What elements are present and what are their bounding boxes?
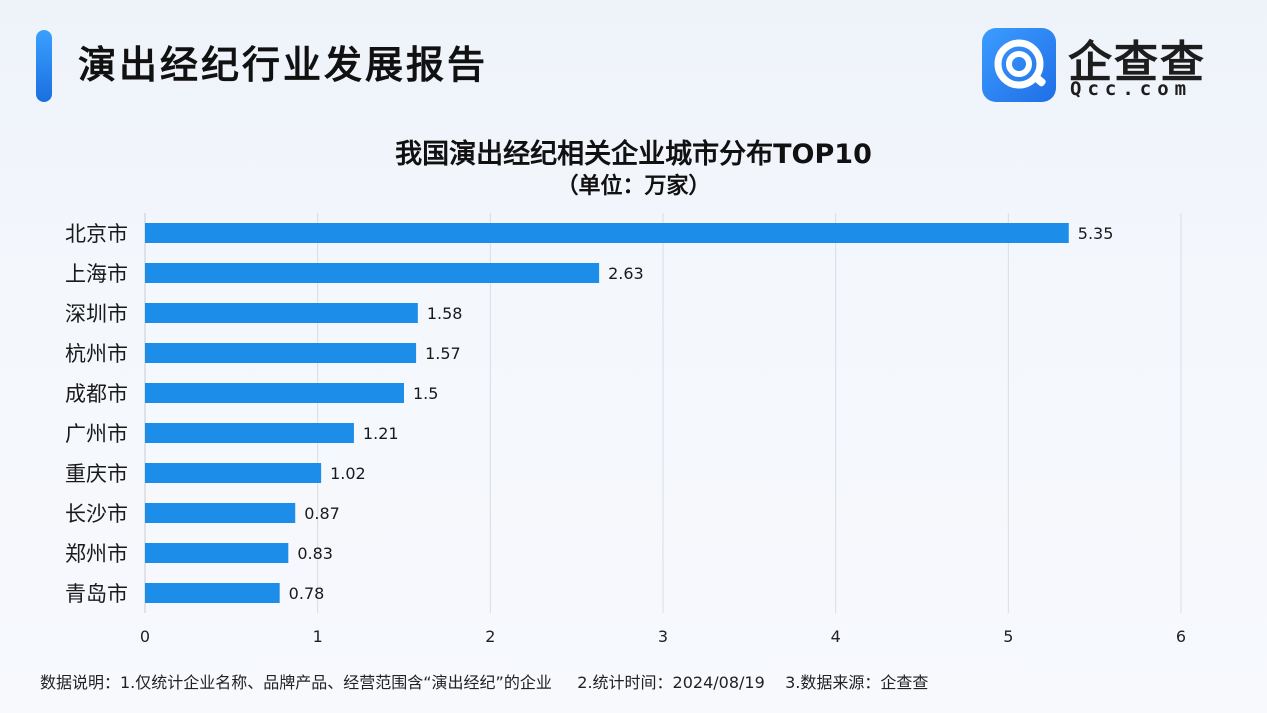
title-accent-bar	[36, 30, 52, 102]
logo-name: 企查查	[1068, 37, 1206, 88]
report-title: 演出经纪行业发展报告	[78, 43, 489, 87]
x-tick-label: 4	[831, 627, 841, 646]
value-label: 0.83	[297, 544, 333, 563]
category-label: 郑州市	[65, 542, 128, 566]
category-label: 杭州市	[65, 342, 128, 366]
bar	[145, 223, 1069, 243]
value-label: 0.78	[289, 584, 325, 603]
bar	[145, 423, 354, 443]
value-label: 1.5	[413, 384, 438, 403]
value-label: 0.87	[304, 504, 340, 523]
qcc-logo: 企查查 Qcc.com	[982, 28, 1242, 104]
value-label: 2.63	[608, 264, 644, 283]
category-label: 长沙市	[65, 502, 128, 526]
chart-title: 我国演出经纪相关企业城市分布TOP10	[395, 139, 872, 170]
value-label: 1.21	[363, 424, 399, 443]
bar	[145, 343, 417, 363]
category-label: 广州市	[65, 422, 128, 446]
bar	[145, 543, 289, 563]
bar	[145, 583, 280, 603]
logo-badge-icon	[982, 28, 1056, 102]
value-label: 1.57	[425, 344, 461, 363]
bar	[145, 303, 418, 323]
x-tick-label: 1	[313, 627, 323, 646]
x-tick-label: 2	[485, 627, 495, 646]
category-label: 北京市	[65, 222, 128, 246]
category-label: 重庆市	[65, 462, 128, 486]
bar	[145, 383, 404, 403]
bar	[145, 263, 600, 283]
bar	[145, 463, 322, 483]
logo-domain: Qcc.com	[1070, 78, 1193, 100]
category-label: 成都市	[65, 382, 128, 406]
category-label: 青岛市	[65, 582, 128, 606]
x-tick-label: 5	[1003, 627, 1013, 646]
x-tick-label: 0	[140, 627, 150, 646]
x-tick-label: 6	[1176, 627, 1186, 646]
value-label: 1.58	[427, 304, 463, 323]
chart-unit: （单位：万家）	[556, 174, 711, 199]
data-footnote: 数据说明：1.仅统计企业名称、品牌产品、经营范围含“演出经纪”的企业 2.统计时…	[40, 673, 929, 692]
bar	[145, 503, 296, 523]
value-label: 5.35	[1078, 224, 1114, 243]
x-tick-label: 3	[658, 627, 668, 646]
category-label: 上海市	[65, 262, 128, 286]
value-label: 1.02	[330, 464, 366, 483]
category-label: 深圳市	[65, 302, 128, 326]
